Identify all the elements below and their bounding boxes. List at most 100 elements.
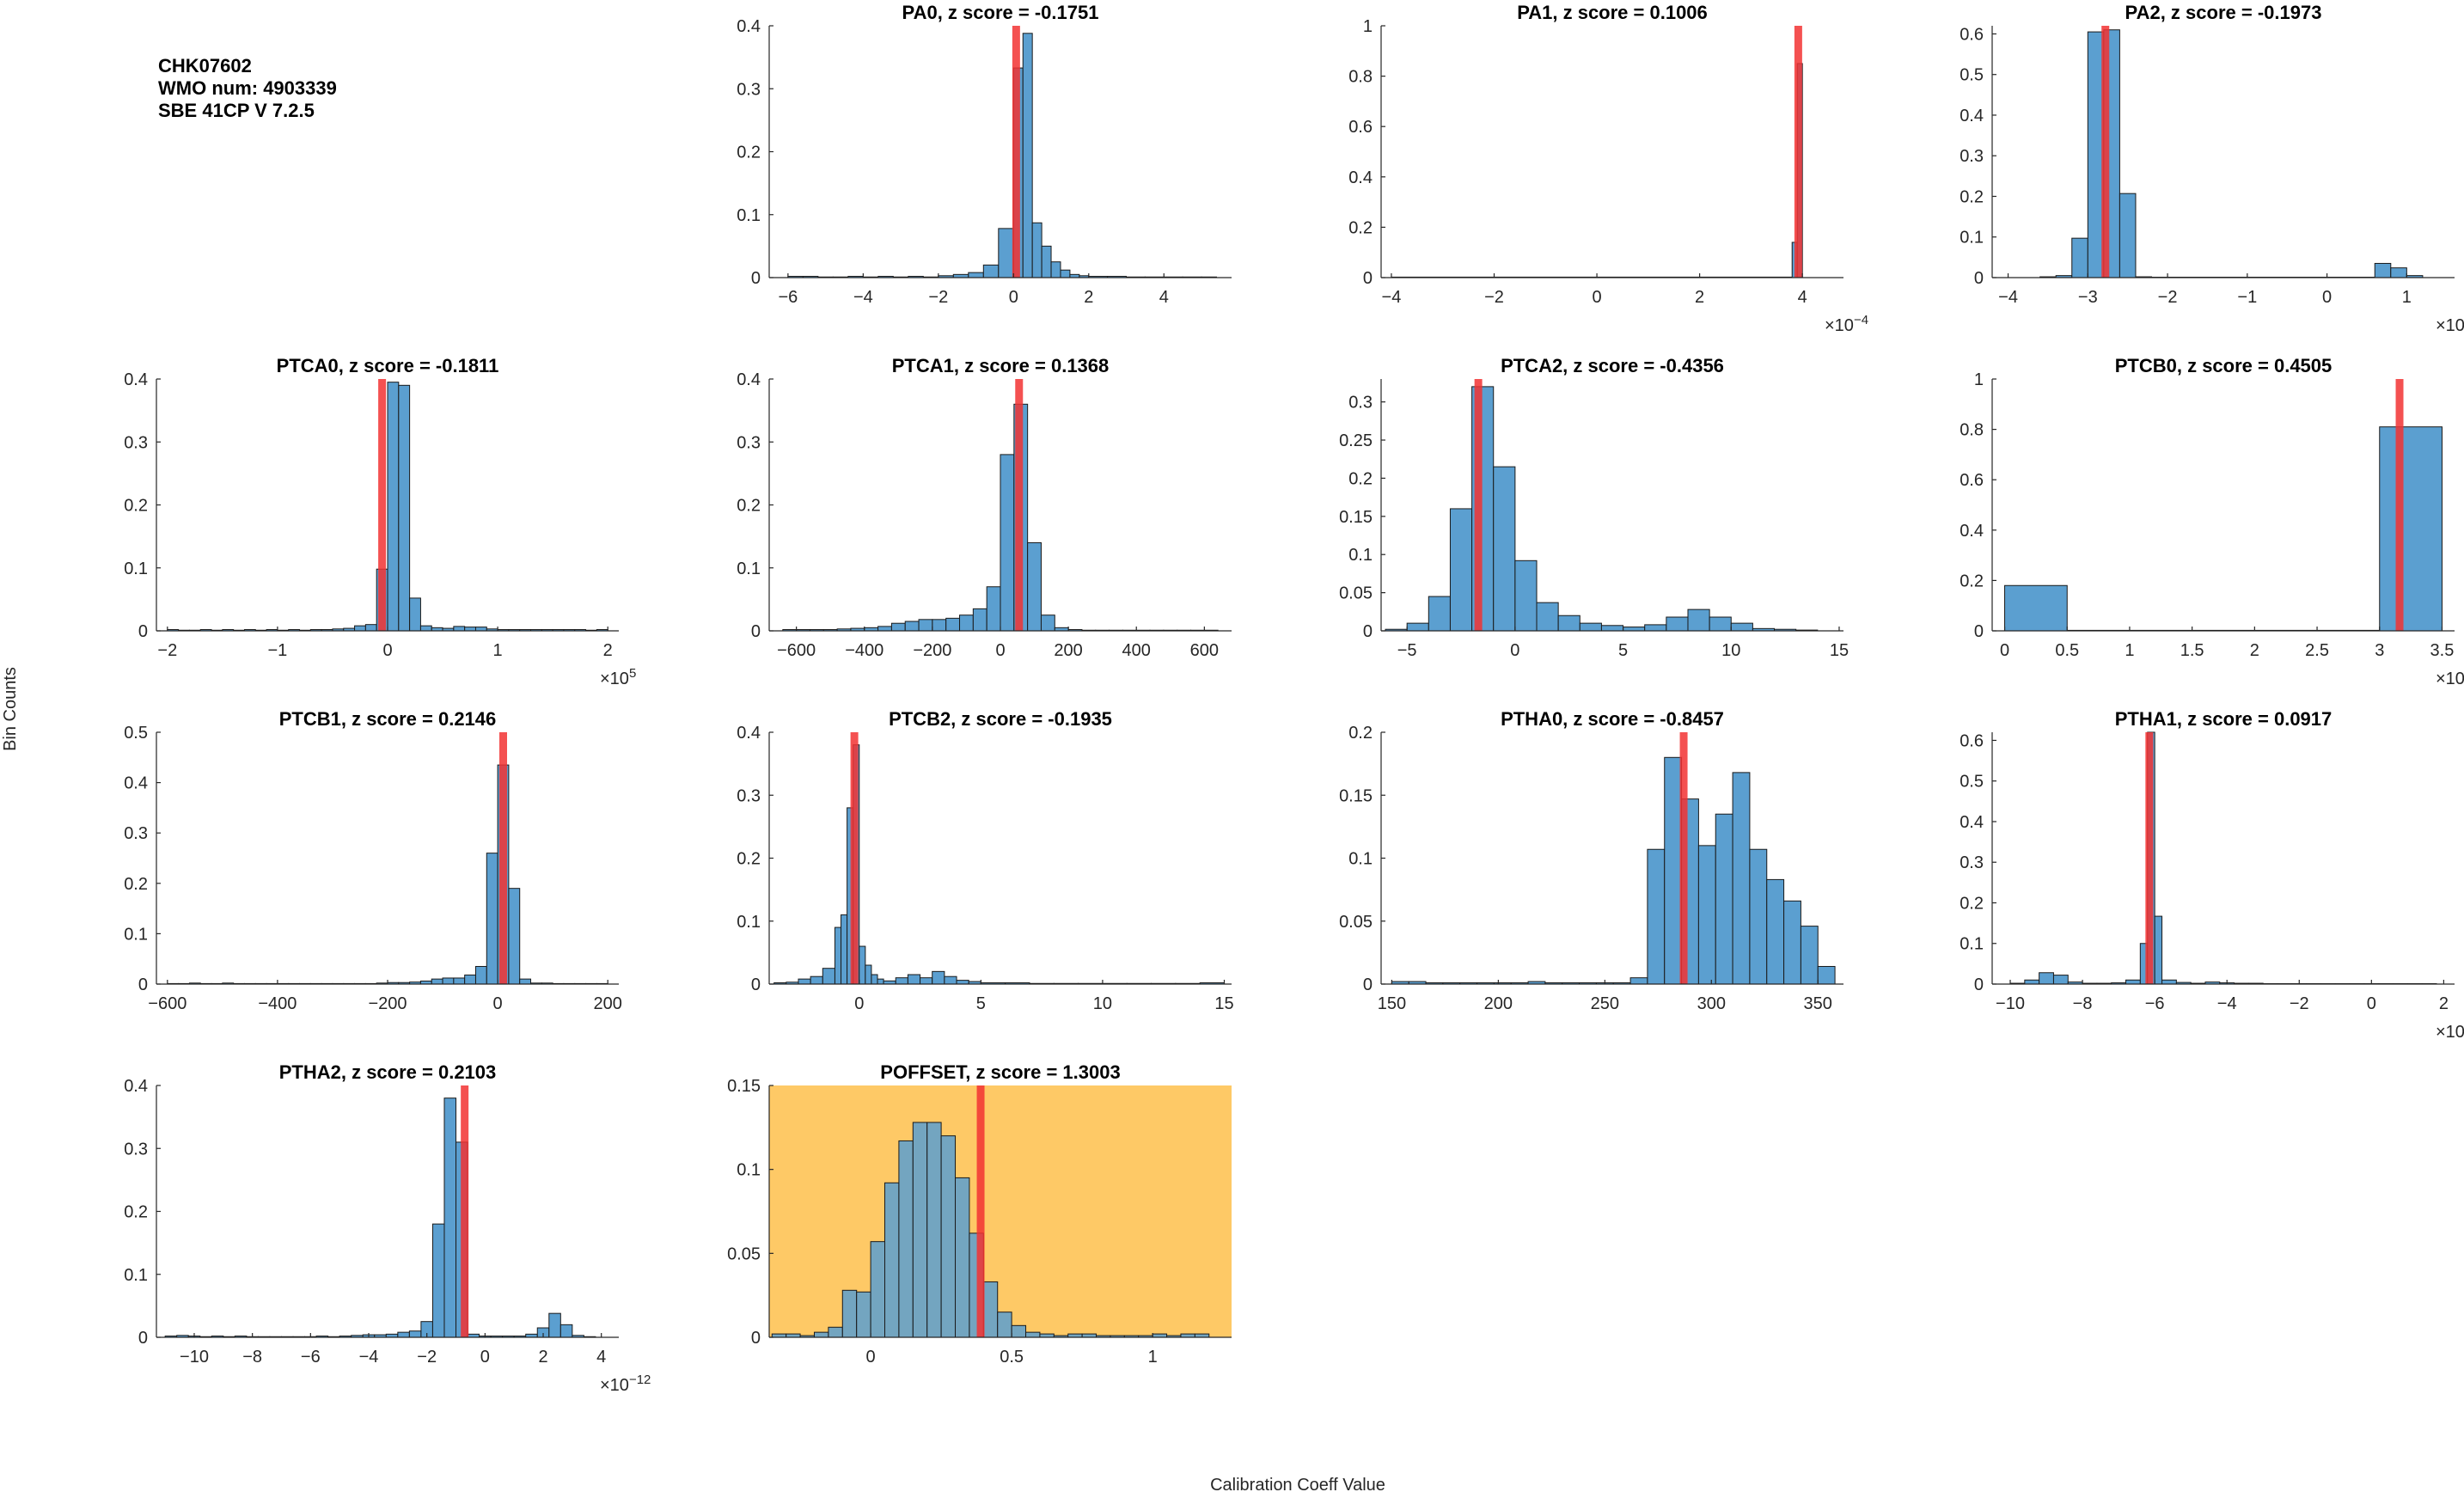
subplot: 0 0.05 0.1 0.15 0.2 150 200 250 300 350 PTHA0, z s… [1339,708,1843,1013]
histogram-bar [1666,616,1689,632]
y-tick-label: 1 [1363,17,1373,36]
histogram-bar [2390,267,2407,278]
x-tick-label: 200 [594,994,622,1013]
x-tick-label: −6 [2145,994,2165,1013]
subplot-panels: 0 0.1 0.2 0.3 0.4 −6 −4 −2 0 2 4 PA0, z score = -0.… [124,2,2464,1395]
histogram-bar [959,615,974,632]
y-tick-label: 0.3 [124,1140,148,1159]
histogram-bars [1391,756,1836,985]
histogram-bar [926,1122,942,1338]
y-tick-label: 0.6 [1960,471,1984,490]
y-tick-label: 0.5 [1960,66,1984,85]
value-marker [2101,26,2110,278]
firmware-version: SBE 41CP V 7.2.5 [158,100,315,121]
histogram-bar [932,619,947,632]
histogram-bar [1000,454,1015,632]
y-tick-label: 0.6 [1348,118,1373,137]
y-tick-label: 0.4 [1960,107,1984,125]
x-tick-label: −2 [928,288,948,307]
y-tick-label: 0.3 [737,80,761,99]
x-tick-label: 150 [1378,994,1406,1013]
histogram-bars [787,33,1218,278]
x-tick-label: 1 [2402,288,2412,307]
subplot-title: PTCB1, z score = 0.2146 [279,708,497,730]
x-exponent-label: ×105 [2436,666,2464,688]
histogram-bar [1647,848,1666,985]
wmo-number: WMO num: 4903339 [158,77,337,99]
histogram-bar [870,1241,885,1338]
x-tick-label: 3.5 [2430,641,2455,660]
y-tick-label: 0 [138,1329,148,1348]
x-tick-label: 250 [1591,994,1619,1013]
subplot: 0 0.1 0.2 0.3 0.4 −600 −400 −200 0 200 400 600 PTCA1… [737,355,1232,660]
y-tick-label: 0.2 [737,144,761,162]
x-tick-label: 0 [1593,288,1602,307]
histogram-bar [2071,237,2088,278]
y-tick-label: 0.3 [1348,394,1373,413]
y-tick-label: 0.05 [1339,913,1373,932]
subplot-title: PTCA2, z score = -0.4356 [1501,355,1724,376]
y-tick-label: 0.4 [124,1077,148,1096]
value-marker [1679,732,1688,984]
y-tick-label: 0 [1974,975,1984,994]
y-tick-label: 0.2 [1348,218,1373,237]
y-tick-label: 0.4 [737,17,761,36]
histogram-bar [945,617,961,632]
histogram-bar [841,1289,858,1338]
x-tick-label: −400 [258,994,297,1013]
y-tick-label: 0.15 [1339,786,1373,805]
histogram-bar [956,980,969,985]
histogram-bar [464,974,476,985]
y-tick-label: 0.3 [1960,147,1984,166]
subplot: 0 0.2 0.4 0.6 0.8 1 0 0.5 1 1.5 2 2.5 3 3.5 ×105 PTCB0,… [1960,355,2464,688]
subplot: 0 0.05 0.1 0.15 0 0.5 1 POFFSET, z score = 1.30… [727,1061,1232,1367]
x-tick-label: 5 [1618,641,1628,660]
x-tick-label: 2 [2439,994,2449,1013]
histogram-bar [865,964,872,985]
x-tick-label: 2.5 [2305,641,2329,660]
x-tick-label: −1 [267,641,287,660]
x-tick-label: 300 [1697,994,1726,1013]
y-tick-label: 0.1 [124,925,148,944]
x-tick-label: −2 [417,1348,437,1367]
histogram-bar [474,965,487,985]
x-tick-label: −2 [1484,288,1504,307]
histogram-bar [559,1324,573,1338]
histogram-bar [940,1135,957,1338]
histogram-bar [1749,848,1768,985]
histogram-bar [397,1331,410,1338]
subplot-title: PTCA0, z score = -0.1811 [277,355,499,376]
histogram-bar [387,382,400,632]
x-tick-label: −10 [1996,994,2025,1013]
y-tick-label: 0 [1363,269,1373,288]
histogram-bar [409,597,421,632]
x-tick-label: −4 [359,1348,379,1367]
histogram-bar [898,1140,914,1338]
histogram-bars [773,744,1226,985]
histogram-bar [1732,772,1751,985]
y-tick-label: 0.2 [737,850,761,869]
y-tick-label: 0.1 [737,1161,761,1180]
histogram-bar [912,1122,928,1338]
histogram-bar [1783,900,1801,985]
x-tick-label: 0 [866,1348,876,1367]
histogram-bar [364,624,377,632]
y-tick-label: 0.8 [1348,68,1373,87]
y-tick-label: 1 [1974,370,1984,389]
x-tick-label: 15 [1214,994,1233,1013]
y-tick-label: 0.2 [124,497,148,516]
value-marker [850,732,859,984]
x-tick-label: 2 [538,1348,547,1367]
x-tick-label: 0 [1009,288,1018,307]
y-tick-label: 0.4 [737,370,761,389]
histogram-bar [2024,979,2040,985]
histogram-bar [834,926,842,985]
y-tick-label: 0 [138,622,148,641]
x-tick-label: −5 [1397,641,1417,660]
subplot: 0 0.1 0.2 0.3 0.4 0.5 0.6 −10 −8 −6 −4 −2 0 2 ×10−5 PTH… [1960,708,2464,1042]
histogram-bar [1697,845,1716,985]
y-tick-label: 0 [751,975,761,994]
histogram-bars [2039,29,2424,278]
x-tick-label: 0 [480,1348,490,1367]
histogram-bar [431,978,443,985]
